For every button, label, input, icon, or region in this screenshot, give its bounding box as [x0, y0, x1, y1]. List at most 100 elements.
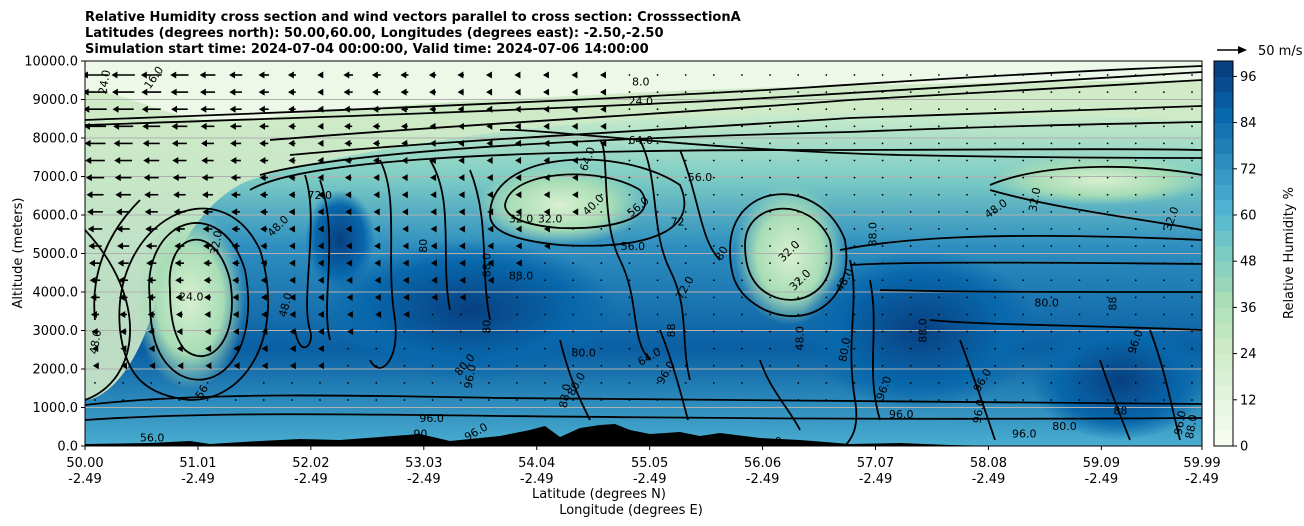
- wind-vector: [141, 105, 161, 113]
- colorbar: [1214, 61, 1233, 447]
- wind-vector: [1050, 210, 1053, 213]
- x-tick-label-lon: -2.49: [746, 472, 780, 487]
- wind-vector: [234, 381, 237, 384]
- wind-vector: [317, 276, 324, 284]
- wind-vector: [684, 176, 687, 179]
- wind-vector: [1162, 347, 1165, 350]
- wind-vector: [231, 259, 240, 267]
- colorbar-segment: [1214, 384, 1233, 401]
- wind-vector: [656, 381, 659, 384]
- wind-vector: [825, 347, 828, 350]
- contour-line: [168, 238, 233, 357]
- wind-vector: [853, 125, 856, 128]
- wind-vector: [853, 210, 856, 213]
- wind-vector: [741, 159, 743, 162]
- wind-vector: [881, 399, 884, 401]
- contour-line: [1099, 359, 1131, 441]
- wind-vector: [909, 108, 912, 111]
- wind-vector: [1134, 262, 1137, 265]
- wind-vector: [229, 105, 242, 113]
- contour-label: 56.0: [621, 240, 646, 253]
- wind-vector: [400, 71, 409, 79]
- wind-vector: [684, 262, 687, 265]
- wind-vector: [429, 139, 436, 147]
- wind-vector: [797, 91, 800, 94]
- wind-vector: [200, 105, 215, 113]
- wind-vector: [994, 159, 997, 162]
- wind-vector: [628, 399, 631, 401]
- wind-vector: [289, 345, 296, 353]
- wind-vector: [572, 262, 575, 265]
- wind-vector: [853, 108, 856, 111]
- wind-vector: [543, 139, 550, 147]
- wind-vector: [1022, 347, 1025, 350]
- contour-line: [679, 149, 721, 261]
- wind-vector: [909, 74, 912, 76]
- wind-vector: [431, 276, 438, 284]
- wind-vector: [233, 362, 240, 370]
- wind-vector: [431, 347, 434, 350]
- colorbar-segment: [1214, 307, 1233, 324]
- wind-vector: [319, 399, 321, 401]
- wind-vector: [966, 74, 968, 76]
- wind-vector: [1078, 74, 1081, 76]
- wind-vector: [458, 191, 465, 199]
- contour-line: [319, 179, 331, 341]
- wind-vector: [375, 330, 378, 333]
- y-tick-label: 4000.0: [33, 286, 79, 301]
- wind-vector: [1078, 176, 1081, 179]
- contour-label: 80.0: [836, 336, 853, 362]
- wind-vector: [797, 347, 800, 350]
- wind-vector: [1162, 228, 1165, 230]
- wind-vector: [937, 228, 940, 230]
- wind-vector: [345, 225, 352, 233]
- wind-vector: [230, 191, 241, 199]
- wind-vector: [712, 296, 715, 299]
- wind-vector: [345, 242, 352, 250]
- wind-vector: [430, 174, 437, 182]
- wind-vector: [486, 174, 493, 182]
- wind-vector: [1050, 364, 1053, 367]
- wind-vector: [937, 91, 940, 94]
- x-tick-label-lat: 58.08: [970, 456, 1007, 471]
- wind-vector: [628, 313, 631, 316]
- wind-vector: [170, 71, 189, 79]
- wind-vector: [487, 296, 490, 299]
- wind-vector: [656, 399, 659, 401]
- wind-vector: [175, 293, 184, 301]
- wind-vector: [966, 347, 968, 350]
- wind-vector: [343, 88, 353, 96]
- wind-vector: [656, 228, 659, 230]
- wind-vector: [288, 174, 296, 182]
- wind-vector: [937, 108, 940, 111]
- wind-vector: [231, 242, 240, 250]
- wind-vector: [572, 208, 579, 216]
- contour-label: 56.0: [140, 431, 165, 444]
- wind-vector: [347, 399, 350, 401]
- wind-vector: [825, 74, 828, 76]
- wind-vector: [289, 328, 296, 336]
- colorbar-segment: [1214, 415, 1233, 432]
- contour-label: 32.0: [538, 213, 563, 226]
- wind-vector: [712, 279, 715, 282]
- wind-vector: [201, 157, 214, 165]
- wind-vector: [1134, 210, 1137, 213]
- wind-vector: [1162, 176, 1165, 179]
- contour-label: 88.0: [481, 253, 494, 278]
- wind-vector: [543, 88, 550, 96]
- wind-vector: [90, 293, 100, 301]
- wind-vector: [1162, 193, 1165, 196]
- wind-vector: [85, 105, 107, 113]
- wind-vector: [317, 293, 324, 301]
- wind-vector: [1134, 142, 1137, 145]
- colorbar-segment: [1214, 91, 1233, 108]
- wind-vector: [994, 91, 997, 94]
- wind-vector: [204, 310, 211, 318]
- wind-vector: [966, 364, 968, 367]
- wind-vector: [628, 245, 631, 247]
- wind-vector: [1162, 262, 1165, 265]
- contour-label: 96.0: [419, 412, 444, 425]
- wind-vector: [769, 347, 771, 350]
- wind-vector: [572, 347, 575, 350]
- wind-vector: [200, 122, 215, 130]
